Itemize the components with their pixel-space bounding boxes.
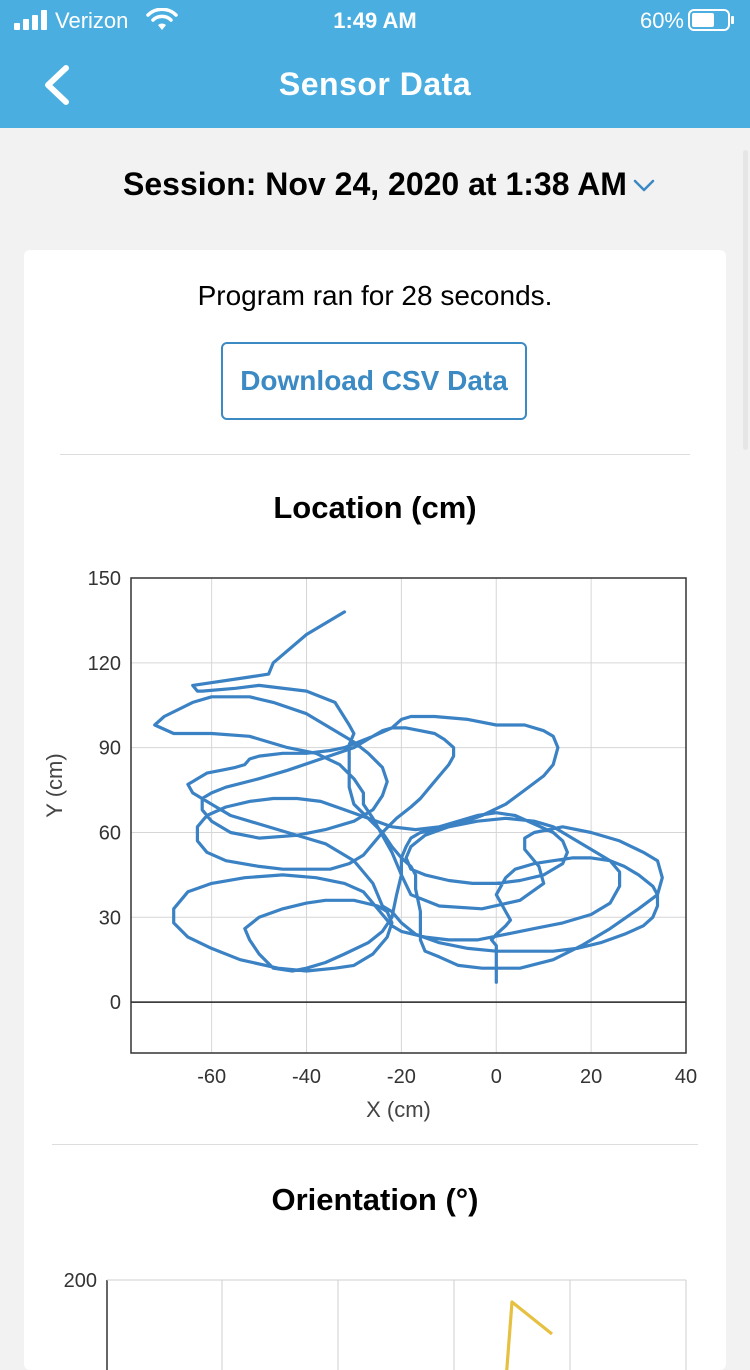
y-tick-label: 90 — [99, 738, 121, 760]
x-tick-label: -40 — [292, 1066, 321, 1088]
y-axis-label: Y (cm) — [42, 753, 67, 817]
x-tick-label: -60 — [197, 1066, 226, 1088]
download-csv-button[interactable]: Download CSV Data — [221, 342, 527, 420]
status-time: 1:49 AM — [333, 8, 417, 33]
cell-signal-icon — [14, 10, 47, 30]
y-tick-label: 30 — [99, 907, 121, 929]
location-chart: -60 -40 -20 0 20 40 0 30 60 90 120 150 X (cm) Y (cm) — [42, 568, 697, 1122]
back-chevron-icon[interactable] — [38, 62, 78, 108]
sensor-data-card: Program ran for 28 seconds. Download CSV… — [24, 250, 726, 1370]
orientation-chart: 200 — [64, 1270, 687, 1370]
scrollbar[interactable] — [743, 150, 748, 450]
plot-frame — [130, 577, 687, 1054]
session-selector[interactable]: Session: Nov 24, 2020 at 1:38 AM — [123, 166, 627, 202]
divider — [60, 454, 690, 455]
x-tick-label: 40 — [675, 1066, 697, 1088]
location-path-line — [153, 610, 664, 984]
run-duration-text: Program ran for 28 seconds. — [197, 280, 553, 311]
x-tick-label: 20 — [580, 1066, 602, 1088]
y-tick-label: 0 — [110, 992, 121, 1014]
orientation-chart-title: Orientation (°) — [271, 1182, 479, 1217]
y-tick-label: 200 — [64, 1270, 97, 1292]
y-tick-label: 150 — [88, 568, 121, 590]
carrier-name: Verizon — [55, 8, 129, 33]
page-title: Sensor Data — [278, 66, 472, 102]
x-tick-label: 0 — [491, 1066, 502, 1088]
orientation-series-line — [505, 1300, 553, 1370]
battery-icon — [688, 9, 734, 31]
x-axis-label: X (cm) — [366, 1097, 431, 1122]
y-tick-label: 120 — [88, 653, 121, 675]
wifi-icon — [146, 8, 178, 30]
status-bar: Verizon 1:49 AM 60% — [0, 0, 750, 44]
y-tick-label: 60 — [99, 822, 121, 844]
divider — [52, 1144, 698, 1145]
app-header: Verizon 1:49 AM 60% Sensor Data — [0, 0, 750, 128]
battery-percent: 60% — [639, 8, 684, 33]
location-chart-title: Location (cm) — [273, 490, 477, 525]
chevron-down-icon[interactable] — [632, 178, 656, 194]
x-tick-label: -20 — [387, 1066, 416, 1088]
